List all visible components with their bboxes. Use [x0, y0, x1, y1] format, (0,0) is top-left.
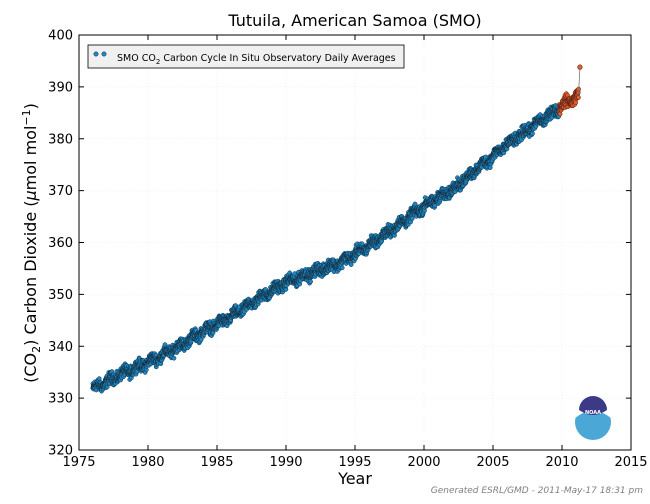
- footer-generated: Generated ESRL/GMD - 2011-May-17 18:31 p…: [431, 486, 643, 496]
- data-point: [557, 111, 563, 117]
- y-tick-label: 340: [48, 340, 73, 355]
- x-tick-label: 2000: [407, 455, 440, 470]
- grid-lines: [78, 34, 632, 451]
- data-point: [487, 165, 493, 170]
- y-tick-label: 320: [48, 444, 73, 459]
- y-tick-label: 330: [48, 392, 73, 407]
- x-tick-label: 2010: [545, 455, 578, 470]
- y-tick-label: 380: [48, 132, 73, 147]
- y-tick-label: 350: [48, 288, 73, 303]
- x-tick-label: 1985: [200, 455, 233, 470]
- x-tick-label: 2015: [614, 455, 647, 470]
- data-point: [409, 216, 415, 221]
- x-tick-label: 1980: [131, 455, 164, 470]
- data-point: [573, 100, 579, 106]
- legend: SMO CO2 Carbon Cycle In Situ Observatory…: [87, 44, 405, 69]
- legend-marker: [93, 51, 99, 57]
- x-axis-title: Year: [337, 469, 372, 488]
- data-point: [348, 262, 354, 267]
- y-tick-label: 360: [48, 236, 73, 251]
- data-point: [308, 279, 313, 284]
- data-point: [530, 131, 535, 136]
- x-tick-label: 1990: [269, 455, 302, 470]
- y-tick-label: 370: [48, 184, 73, 199]
- data-point: [576, 95, 581, 100]
- y-tick-label: 390: [48, 80, 73, 95]
- data-points: [90, 64, 583, 394]
- legend-marker: [101, 51, 107, 57]
- y-axis-title: (CO2) Carbon Dioxide (µmol mol−1): [20, 103, 43, 383]
- noaa-logo-text: NOAA: [585, 410, 601, 416]
- data-point: [339, 265, 345, 271]
- x-tick-label: 2005: [476, 455, 509, 470]
- y-tick-label: 400: [48, 29, 73, 44]
- data-point: [171, 355, 177, 361]
- chart-title: Tutuila, American Samoa (SMO): [227, 11, 481, 30]
- x-tick-label: 1995: [338, 455, 371, 470]
